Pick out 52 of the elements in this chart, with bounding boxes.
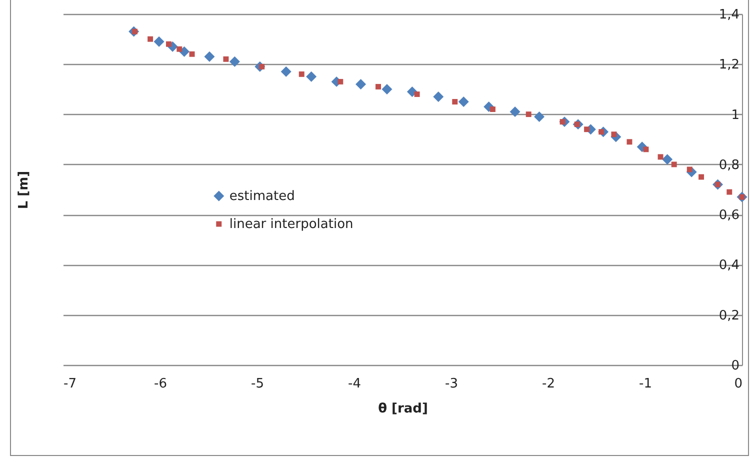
x-tick-label: -2 <box>542 376 555 392</box>
point <box>382 84 392 94</box>
point <box>490 106 496 112</box>
x-tick-label: -3 <box>445 376 458 392</box>
legend-label: estimated <box>229 189 295 204</box>
x-tick-label: -5 <box>251 376 264 392</box>
point <box>584 126 590 132</box>
y-tick-label: 0 <box>731 358 740 374</box>
point <box>526 112 532 118</box>
point <box>510 106 520 118</box>
point <box>280 66 292 77</box>
x-axis-title: θ [rad] <box>378 402 428 416</box>
legend-label: linear interpolation <box>229 217 354 232</box>
point <box>166 41 172 47</box>
y-tick-label: 0,4 <box>718 258 740 274</box>
point <box>658 154 664 160</box>
point <box>223 56 229 62</box>
point <box>662 154 673 165</box>
point <box>452 99 458 104</box>
point <box>148 36 154 42</box>
point <box>433 91 444 102</box>
point <box>338 78 344 84</box>
point <box>671 162 677 168</box>
y-tick-label: 1 <box>731 108 740 123</box>
y-tick-label: 0,2 <box>718 308 740 324</box>
point <box>204 51 215 62</box>
point <box>626 139 632 145</box>
point <box>414 91 420 97</box>
point <box>154 36 164 47</box>
y-tick-label: 1,2 <box>718 58 740 73</box>
y-tick-label: 1,4 <box>718 8 740 22</box>
y-tick-label: 0,6 <box>718 208 740 224</box>
point <box>726 189 732 195</box>
point <box>356 78 366 90</box>
point <box>458 96 469 107</box>
point <box>229 56 240 67</box>
point <box>406 86 418 97</box>
point <box>176 46 182 52</box>
x-tick-label: -1 <box>639 376 652 392</box>
point <box>179 46 190 57</box>
point <box>306 71 317 82</box>
x-tick-label: -7 <box>64 376 76 392</box>
point <box>189 51 195 57</box>
point <box>698 174 704 180</box>
x-tick-label: -6 <box>154 376 167 392</box>
point <box>643 146 649 152</box>
y-tick-label: 0,8 <box>718 158 740 173</box>
y-axis-title: L [m] <box>16 170 32 210</box>
point <box>298 71 304 77</box>
point <box>534 112 545 122</box>
point <box>376 84 381 90</box>
x-tick-label: -4 <box>348 376 361 392</box>
